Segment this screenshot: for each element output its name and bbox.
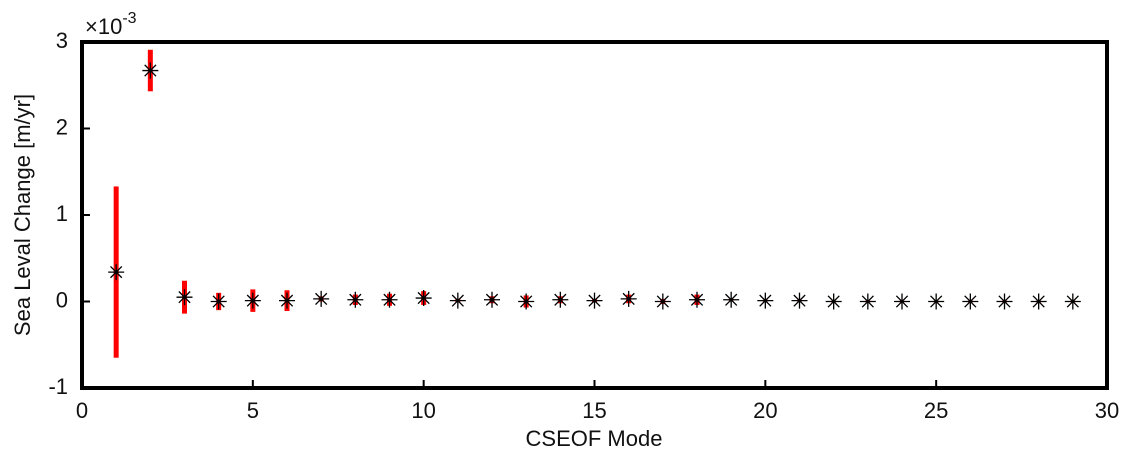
marker: [279, 292, 295, 309]
marker: [381, 291, 398, 308]
marker: [552, 291, 569, 308]
y-tick-label: 2: [56, 114, 68, 139]
marker: [757, 292, 774, 309]
y-tick-label: -1: [48, 374, 68, 399]
marker: [654, 293, 671, 310]
marker: [244, 292, 261, 309]
marker: [928, 293, 945, 310]
x-tick-label: 30: [1095, 398, 1119, 423]
marker: [415, 290, 432, 307]
y-tick-label: 0: [56, 287, 68, 312]
marker: [484, 291, 500, 308]
x-tick-label: 10: [411, 398, 435, 423]
marker: [313, 290, 330, 307]
y-scale-exponent: -3: [122, 10, 136, 27]
marker: [1030, 293, 1047, 310]
x-axis-label: CSEOF Mode: [526, 426, 663, 451]
marker: [518, 293, 535, 310]
marker: [723, 291, 740, 308]
marker: [689, 291, 705, 308]
x-tick-label: 0: [76, 398, 88, 423]
marker: [142, 62, 159, 79]
marker: [620, 290, 637, 307]
marker: [962, 293, 979, 310]
y-tick-label: 3: [56, 28, 68, 53]
marker: [449, 292, 466, 309]
x-tick-label: 5: [247, 398, 259, 423]
x-tick-label: 15: [582, 398, 606, 423]
marker: [1064, 293, 1081, 310]
marker: [791, 292, 808, 309]
marker: [108, 264, 125, 281]
marker: [210, 293, 227, 310]
marker: [176, 289, 193, 306]
x-tick-label: 20: [753, 398, 777, 423]
marker: [894, 293, 910, 310]
marker: [586, 292, 603, 309]
plot-frame: [80, 40, 1109, 390]
marker: [347, 291, 364, 308]
y-scale-base: ×10: [85, 14, 122, 39]
y-tick-label: 1: [56, 201, 68, 226]
marker: [996, 293, 1013, 310]
y-scale-label: ×10-3: [85, 10, 137, 39]
y-axis-label: Sea Leval Change [m/yr]: [10, 94, 35, 336]
marker: [825, 293, 842, 310]
marker: [859, 293, 876, 310]
x-tick-label: 25: [924, 398, 948, 423]
